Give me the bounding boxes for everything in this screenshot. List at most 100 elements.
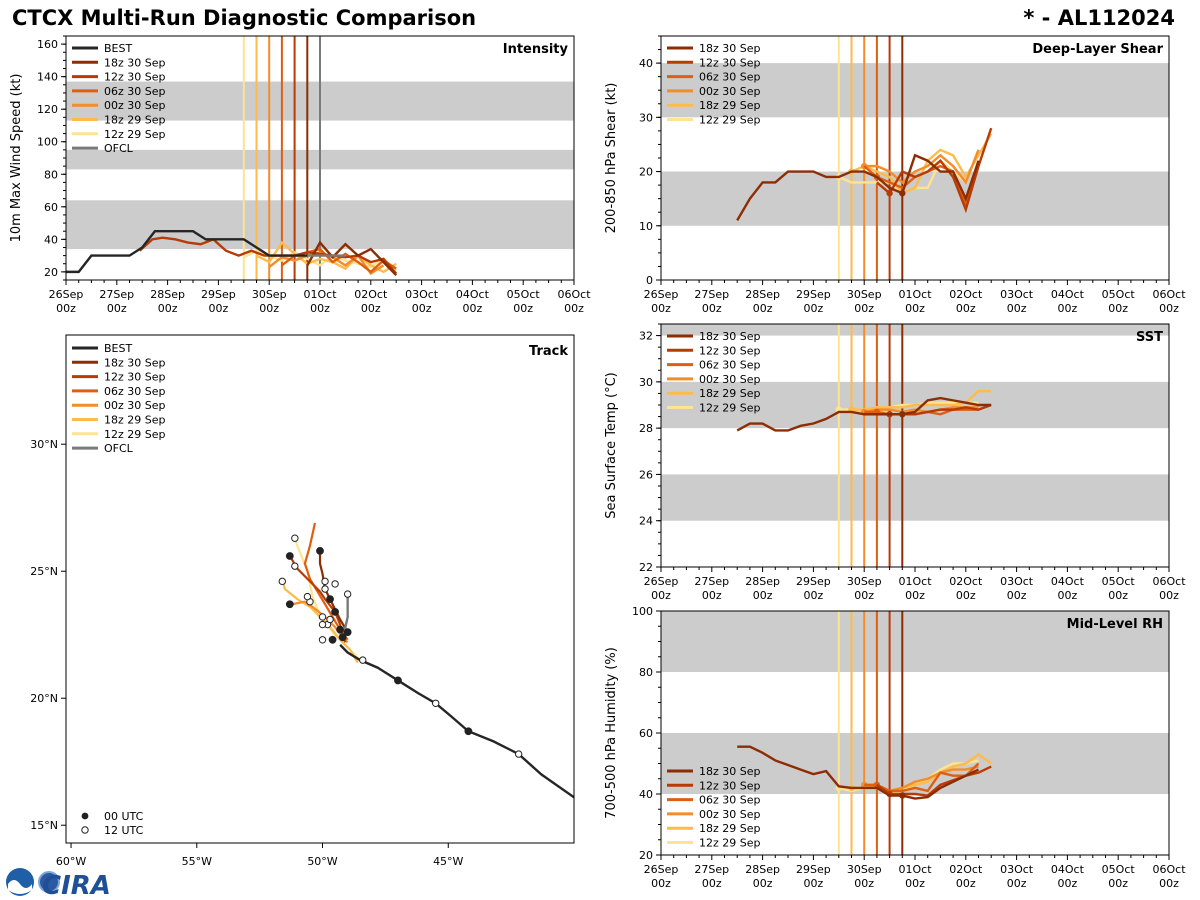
x-tick-label: 03Oct — [1000, 863, 1034, 876]
legend-marker-00utc — [81, 812, 89, 820]
x-tick-label: 05Oct — [1102, 863, 1136, 876]
legend-label: 18z 30 Sep — [699, 42, 761, 55]
track-line — [303, 522, 349, 641]
x-tick-label: 06Oct — [1152, 863, 1186, 876]
x-tick-label: 30Sep — [847, 863, 882, 876]
x-tick-label: 01Oct — [898, 575, 932, 588]
legend-label: 18z 29 Sep — [699, 99, 761, 112]
shaded-band — [661, 474, 1169, 521]
x-tick-label: 00z — [956, 589, 976, 602]
x-tick-label: 27Sep — [694, 863, 729, 876]
y-tick-label: 80 — [44, 168, 58, 181]
x-tick-label: 04Oct — [1051, 288, 1085, 301]
x-tick-label: 02Oct — [949, 288, 983, 301]
series-line — [736, 396, 992, 432]
x-tick-label: 00z — [1159, 589, 1179, 602]
init-point — [886, 190, 893, 197]
x-tick-label: 29Sep — [796, 288, 831, 301]
y-tick-label: 10 — [639, 220, 653, 233]
legend-label: 18z 29 Sep — [699, 822, 761, 835]
legend-label: 12z 30 Sep — [104, 71, 166, 84]
x-tick-label: 00z — [702, 589, 722, 602]
x-tick-label: 28Sep — [745, 863, 780, 876]
x-tick-label: 00z — [753, 877, 773, 890]
legend-label: 00z 30 Sep — [699, 808, 761, 821]
track-line — [318, 550, 349, 633]
x-tick-label: 06Oct — [1152, 575, 1186, 588]
series-line — [138, 236, 398, 275]
x-tick-label: 00z — [905, 302, 925, 315]
legend-label: 18z 30 Sep — [699, 330, 761, 343]
x-tick-label: 00z — [854, 302, 874, 315]
x-tick-label: 00z — [56, 302, 76, 315]
shaded-band — [661, 63, 1169, 118]
y-tick-label: 40 — [639, 57, 653, 70]
x-tick-label: 00z — [651, 877, 671, 890]
x-tick-label: 03Oct — [1000, 575, 1034, 588]
x-tick-label: 00z — [1058, 589, 1078, 602]
marker-00utc — [326, 595, 334, 604]
series-line — [737, 745, 980, 800]
best-marker-12utc — [431, 699, 440, 707]
y-tick-label: 120 — [37, 103, 58, 116]
y-tick-label: 40 — [44, 233, 58, 246]
legend-label: 12 UTC — [104, 824, 144, 837]
x-tick-label: 28Sep — [150, 288, 185, 301]
marker-12utc — [291, 534, 299, 542]
x-tick-label: 00z — [1159, 302, 1179, 315]
x-tick-label: 00z — [513, 302, 533, 315]
y-axis-label: 200-850 hPa Shear (kt) — [604, 83, 619, 234]
x-tick-label: 01Oct — [898, 863, 932, 876]
y-tick-label: 30°N — [30, 438, 58, 451]
x-tick-label: 30Sep — [847, 288, 882, 301]
legend-label: 12z 29 Sep — [104, 428, 166, 441]
legend-label: BEST — [104, 42, 132, 55]
x-tick-label: 30Sep — [252, 288, 287, 301]
legend-label: 12z 30 Sep — [699, 779, 761, 792]
x-tick-label: 26Sep — [644, 575, 679, 588]
x-tick-label: 27Sep — [694, 575, 729, 588]
x-tick-label: 02Oct — [949, 575, 983, 588]
legend-label: 12z 29 Sep — [699, 837, 761, 850]
marker-12utc — [291, 562, 299, 570]
y-tick-label: 20 — [639, 849, 653, 862]
chart-title: Track — [529, 344, 568, 359]
panel-rh: 26Sep00z27Sep00z28Sep00z29Sep00z30Sep00z… — [604, 605, 1186, 890]
y-tick-label: 100 — [37, 136, 58, 149]
y-axis-label: 700-500 hPa Humidity (%) — [604, 647, 619, 819]
x-tick-label: 27Sep — [99, 288, 134, 301]
x-tick-label: 29Sep — [796, 575, 831, 588]
y-tick-label: 28 — [639, 422, 653, 435]
plot-area — [661, 611, 1169, 855]
x-tick-label: 03Oct — [1000, 288, 1034, 301]
x-tick-label: 00z — [1058, 877, 1078, 890]
storm-id: * - AL112024 — [1023, 6, 1175, 30]
plot-frame — [65, 334, 575, 844]
series-line — [876, 765, 992, 797]
legend-label: 00z 30 Sep — [699, 85, 761, 98]
x-tick-label: 00z — [702, 302, 722, 315]
x-tick-label: 00z — [651, 589, 671, 602]
series-line — [255, 240, 397, 274]
x-tick-label: 00z — [804, 302, 824, 315]
y-tick-label: 20°N — [30, 692, 58, 705]
marker-12utc — [326, 615, 334, 624]
y-tick-label: 20 — [44, 266, 58, 279]
legend-label: 18z 29 Sep — [104, 114, 166, 127]
y-tick-label: 60 — [639, 727, 653, 740]
x-tick-label: 29Sep — [201, 288, 236, 301]
x-tick-label: 00z — [804, 589, 824, 602]
x-tick-label: 04Oct — [456, 288, 490, 301]
x-tick-label: 00z — [564, 302, 584, 315]
x-tick-label: 27Sep — [694, 288, 729, 301]
x-tick-label: 02Oct — [949, 863, 983, 876]
best-line — [66, 229, 308, 274]
y-tick-label: 100 — [632, 605, 653, 618]
init-point — [899, 190, 906, 197]
y-tick-label: 26 — [639, 468, 653, 481]
legend-label: OFCL — [104, 142, 134, 155]
cira-logo-text: CIRA — [42, 871, 111, 900]
y-tick-label: 30 — [639, 376, 653, 389]
